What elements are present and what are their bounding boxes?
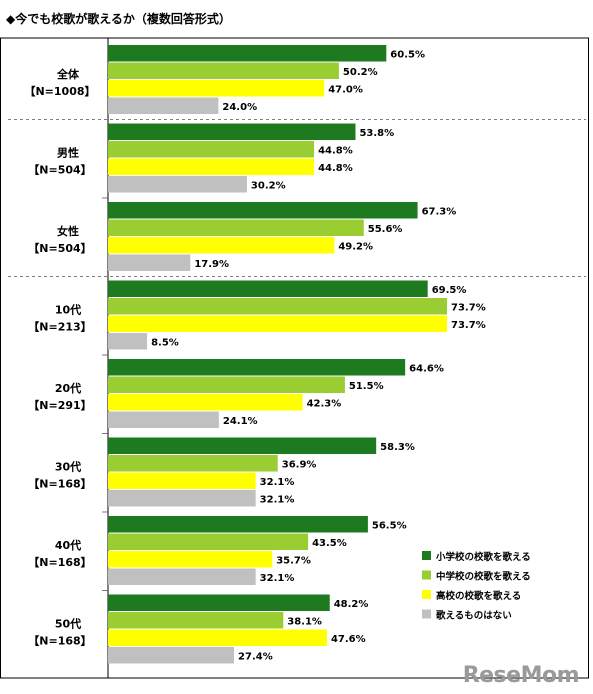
data-label: 73.7% (451, 320, 486, 331)
legend-swatch (422, 590, 431, 599)
category-n-label: 【N=504】 (28, 242, 91, 255)
data-label: 24.0% (222, 102, 257, 113)
category-n-label: 【N=213】 (28, 321, 91, 334)
watermark-logo: ReseMom (462, 663, 580, 688)
category-n-label: 【N=168】 (28, 478, 91, 491)
category-n-label: 【N=504】 (28, 164, 91, 177)
category-n-label: 【N=1008】 (24, 85, 95, 98)
bar (108, 280, 428, 297)
legend-label: 高校の校歌を歌える (436, 590, 521, 602)
bar (108, 490, 256, 507)
data-label: 35.7% (276, 556, 311, 567)
data-label: 73.7% (451, 303, 486, 314)
chart-title: ◆今でも校歌が歌えるか（複数回答形式） (6, 12, 231, 26)
bar (108, 629, 327, 646)
bar (108, 202, 418, 219)
bar (108, 315, 448, 332)
bar (108, 472, 256, 489)
plot-frame (0, 37, 589, 679)
bar (108, 80, 325, 97)
data-label: 60.5% (390, 50, 425, 61)
data-label: 47.6% (331, 634, 366, 645)
data-label: 43.5% (312, 538, 347, 549)
bar (108, 219, 364, 236)
bar (108, 612, 284, 629)
bar (108, 551, 273, 568)
legend-swatch (422, 570, 431, 580)
bar (108, 158, 315, 175)
category-label: 40代 (55, 538, 81, 552)
legend-label: 小学校の校歌を歌える (435, 551, 531, 563)
bar (108, 45, 387, 62)
bar (108, 254, 191, 271)
data-label: 32.1% (260, 495, 295, 506)
bar (108, 298, 448, 315)
data-label: 48.2% (334, 599, 369, 610)
legend-swatch (422, 551, 431, 560)
category-label: 女性 (57, 224, 79, 238)
legend-swatch (422, 609, 431, 619)
category-n-label: 【N=291】 (28, 399, 91, 412)
bar (108, 455, 278, 472)
data-label: 64.6% (409, 364, 444, 375)
category-label: 男性 (57, 146, 79, 160)
bar (108, 647, 235, 664)
data-label: 30.2% (251, 181, 286, 192)
data-label: 8.5% (151, 338, 179, 349)
bar (108, 394, 303, 411)
data-label: 69.5% (432, 285, 467, 296)
bar (108, 376, 345, 393)
bar (108, 516, 368, 533)
legend-label: 中学校の校歌を歌える (436, 571, 531, 583)
data-label: 44.8% (318, 163, 353, 174)
data-label: 24.1% (223, 416, 258, 427)
legend-label: 歌えるものはない (436, 610, 512, 622)
bar (108, 237, 335, 254)
data-label: 17.9% (194, 259, 229, 270)
data-label: 53.8% (359, 128, 394, 139)
data-label: 36.9% (282, 460, 317, 471)
data-label: 47.0% (328, 85, 363, 96)
data-label: 42.3% (307, 399, 342, 410)
data-label: 67.3% (422, 207, 457, 218)
bar (108, 568, 256, 585)
category-n-label: 【N=168】 (28, 556, 91, 569)
bar (108, 62, 339, 79)
bar (108, 594, 330, 611)
category-label: 20代 (55, 381, 81, 395)
bar (108, 333, 148, 350)
bar (108, 437, 377, 454)
data-label: 49.2% (338, 242, 373, 253)
bar (108, 533, 309, 550)
data-label: 55.6% (368, 224, 403, 235)
bar (108, 359, 406, 376)
bar (108, 176, 247, 193)
bar (108, 97, 219, 114)
data-label: 32.1% (260, 573, 295, 584)
bar (108, 141, 315, 158)
data-label: 27.4% (238, 652, 273, 663)
data-label: 50.2% (343, 67, 378, 78)
category-label: 10代 (55, 303, 81, 317)
data-label: 56.5% (372, 521, 407, 532)
category-label: 50代 (55, 617, 81, 631)
data-label: 51.5% (349, 381, 384, 392)
category-n-label: 【N=168】 (28, 635, 91, 648)
category-label: 30代 (55, 460, 81, 474)
data-label: 38.1% (287, 617, 322, 628)
bar (108, 411, 219, 428)
category-label: 全体 (56, 67, 80, 81)
data-label: 58.3% (380, 442, 415, 453)
data-label: 32.1% (260, 477, 295, 488)
data-label: 44.8% (318, 146, 353, 157)
bar (108, 123, 356, 140)
